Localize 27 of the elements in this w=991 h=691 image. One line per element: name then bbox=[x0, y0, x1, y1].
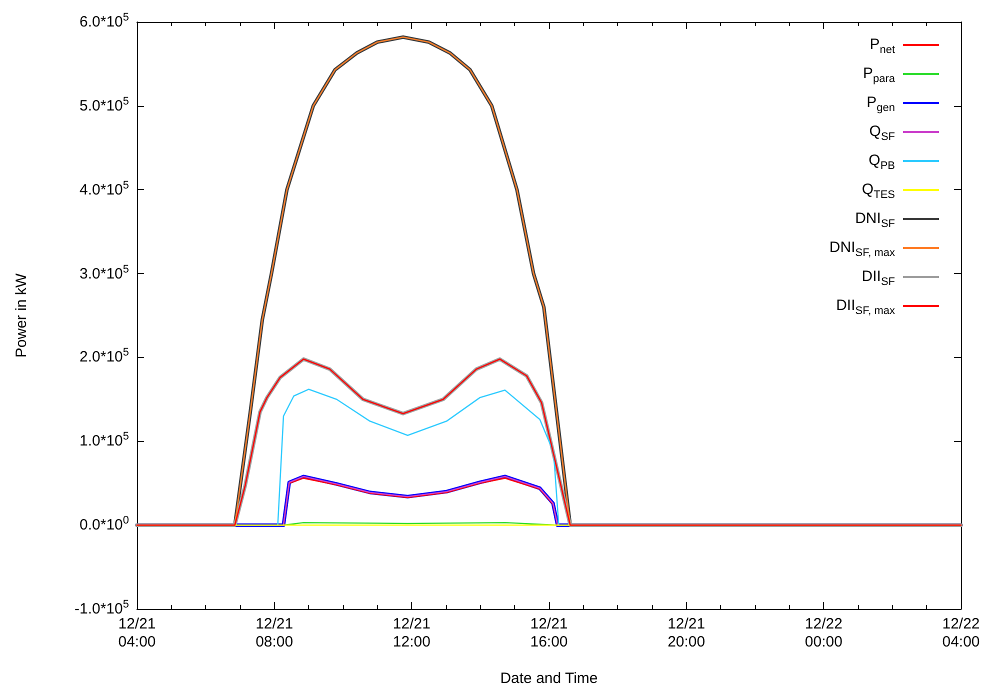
y-tick-label: 6.0*10$^{5}$ bbox=[80, 12, 129, 30]
y-tick-label: 4.0*10$^{5}$ bbox=[80, 179, 129, 198]
legend-label: P$_{para}$ bbox=[862, 65, 895, 85]
y-tick-label: 1.0*10$^{5}$ bbox=[80, 430, 129, 450]
y-tick-label: -1.0*10$^{5}$ bbox=[74, 598, 129, 618]
x-tick-label: 12/21 12:00 bbox=[392, 616, 430, 650]
legend-label: DNI$_{SF}$ bbox=[855, 210, 895, 230]
y-tick-label: 2.0*10$^{5}$ bbox=[80, 346, 129, 366]
y-tick-label: 0.0*10$^{0}$ bbox=[80, 514, 129, 534]
x-tick-label: 12/21 20:00 bbox=[668, 616, 706, 650]
x-tick-label: 12/21 08:00 bbox=[256, 616, 294, 650]
x-tick-label: 12/22 04:00 bbox=[942, 616, 980, 650]
legend-label: DII$_{SF}$ bbox=[862, 268, 895, 288]
x-tick-label: 12/22 00:00 bbox=[804, 616, 842, 650]
x-tick-label: 12/21 16:00 bbox=[530, 616, 568, 650]
legend-label: Q$_{TES}$ bbox=[862, 181, 895, 201]
legend-label: Q$_{PB}$ bbox=[868, 152, 895, 172]
x-axis-title: Date and Time bbox=[500, 670, 598, 687]
y-axis-title: Power in kW bbox=[13, 272, 30, 358]
legend-label: DII$_{SF, max}$ bbox=[836, 297, 895, 317]
legend-label: P$_{gen}$ bbox=[866, 94, 895, 114]
x-tick-label: 12/21 04:00 bbox=[118, 616, 156, 650]
legend-label: DNI$_{SF, max}$ bbox=[829, 239, 895, 259]
legend-label: P$_{net}$ bbox=[870, 36, 895, 56]
y-tick-label: 5.0*10$^{5}$ bbox=[80, 95, 129, 114]
y-tick-label: 3.0*10$^{5}$ bbox=[80, 263, 129, 282]
legend-label: Q$_{SF}$ bbox=[869, 123, 895, 143]
